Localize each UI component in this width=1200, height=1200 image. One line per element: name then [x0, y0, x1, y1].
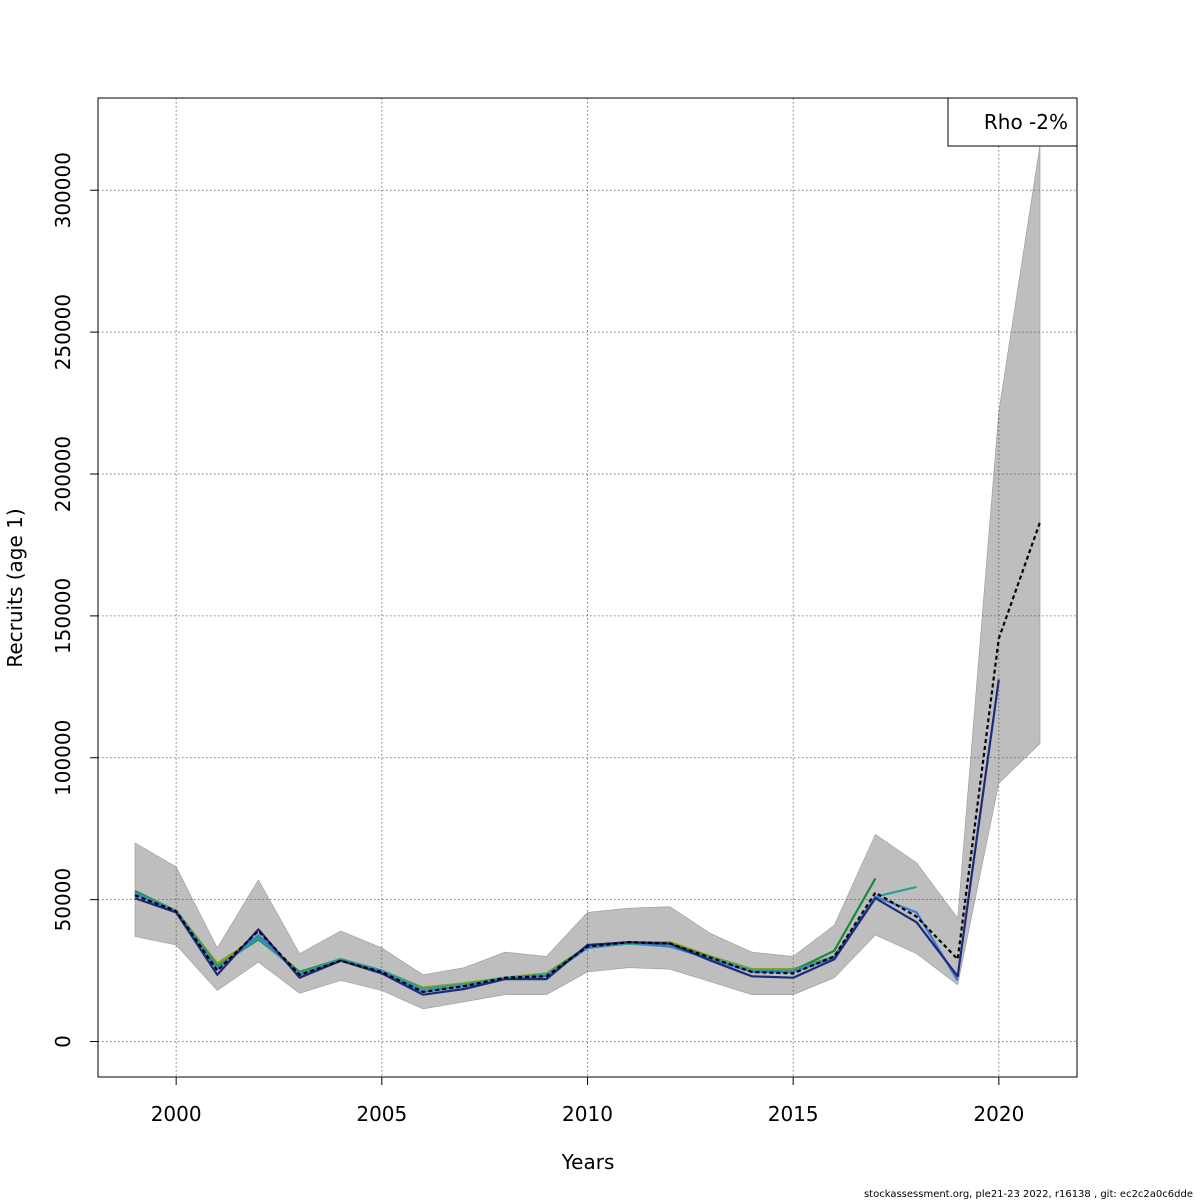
y-tick-label: 150000 — [51, 578, 75, 654]
y-tick-label: 250000 — [51, 294, 75, 370]
x-tick-label: 2000 — [151, 1102, 202, 1126]
footer-credit: stockassessment.org, ple21-23 2022, r161… — [864, 1189, 1193, 1200]
y-tick-label: 100000 — [51, 720, 75, 796]
axis-layer: 2000 2005 2010 2015 2020 0 50000 100000 150000 20… — [51, 152, 1024, 1126]
legend-rho-text: Rho -2% — [984, 110, 1068, 134]
y-tick-label: 200000 — [51, 436, 75, 512]
x-axis-title: Years — [561, 1150, 615, 1174]
series-layer — [134, 521, 1042, 996]
y-tick-label: 50000 — [51, 868, 75, 932]
x-tick-label: 2010 — [562, 1102, 613, 1126]
x-tick-label: 2005 — [356, 1102, 407, 1126]
y-tick-label: 0 — [51, 1035, 75, 1048]
confidence-band-layer — [134, 144, 1041, 1010]
series-line-2021 — [134, 521, 1042, 994]
x-tick-label: 2015 — [768, 1102, 819, 1126]
legend-box: Rho -2% — [947, 97, 1078, 147]
y-axis-title: Recruits (age 1) — [3, 508, 27, 667]
legend-frame — [947, 97, 1078, 147]
y-tick-label: 300000 — [51, 152, 75, 228]
x-tick-label: 2020 — [973, 1102, 1024, 1126]
grid-layer — [98, 98, 1077, 1077]
confidence-band — [134, 144, 1041, 1010]
